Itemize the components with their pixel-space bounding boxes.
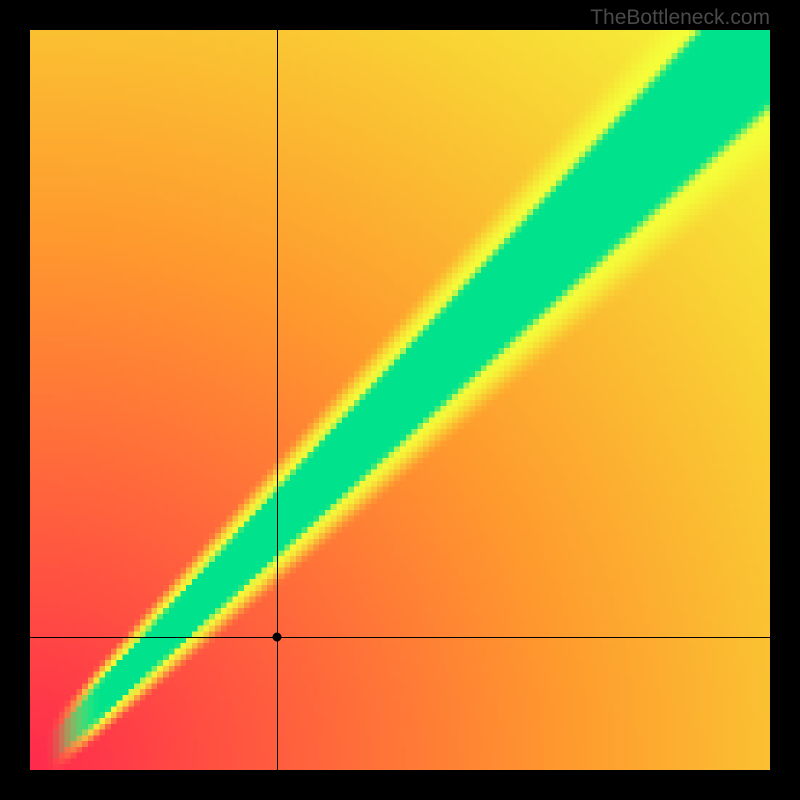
crosshair-horizontal	[30, 637, 770, 638]
heatmap-canvas	[30, 30, 770, 770]
crosshair-marker-dot	[273, 632, 282, 641]
watermark-text: TheBottleneck.com	[590, 6, 770, 30]
crosshair-vertical	[277, 30, 278, 770]
heatmap-plot	[30, 30, 770, 770]
